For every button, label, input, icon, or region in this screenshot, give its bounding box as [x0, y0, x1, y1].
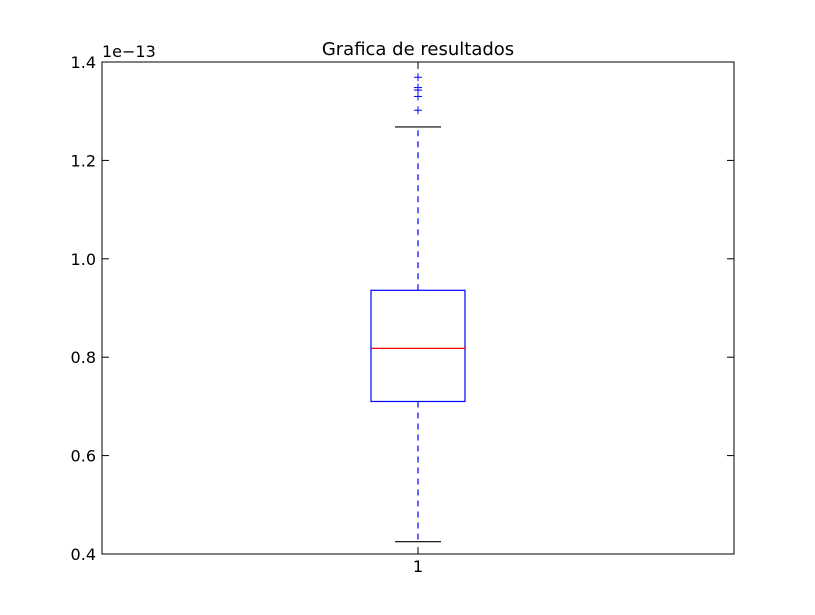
- y-tick-label: 1.2: [71, 151, 96, 170]
- x-tick-label: 1: [413, 557, 423, 576]
- plot-area: 0.4 0.6 0.8 1.0 1.2 1.4 1: [71, 53, 734, 576]
- outlier-point: [414, 83, 422, 92]
- y-tick-label: 0.8: [71, 348, 96, 367]
- y-tick-label: 1.4: [71, 53, 96, 72]
- box-1: [370, 73, 466, 543]
- y-tick-label: 0.4: [71, 545, 96, 564]
- chart-title: Grafica de resultados: [322, 39, 514, 60]
- y-offset-label: 1e−13: [102, 42, 156, 61]
- box-iqr: [370, 289, 466, 403]
- y-tick-label: 1.0: [71, 250, 96, 269]
- axes-frame: [101, 61, 735, 555]
- outlier-point: [414, 106, 422, 115]
- y-tick-label: 0.6: [71, 447, 96, 466]
- outlier-point: [414, 73, 422, 82]
